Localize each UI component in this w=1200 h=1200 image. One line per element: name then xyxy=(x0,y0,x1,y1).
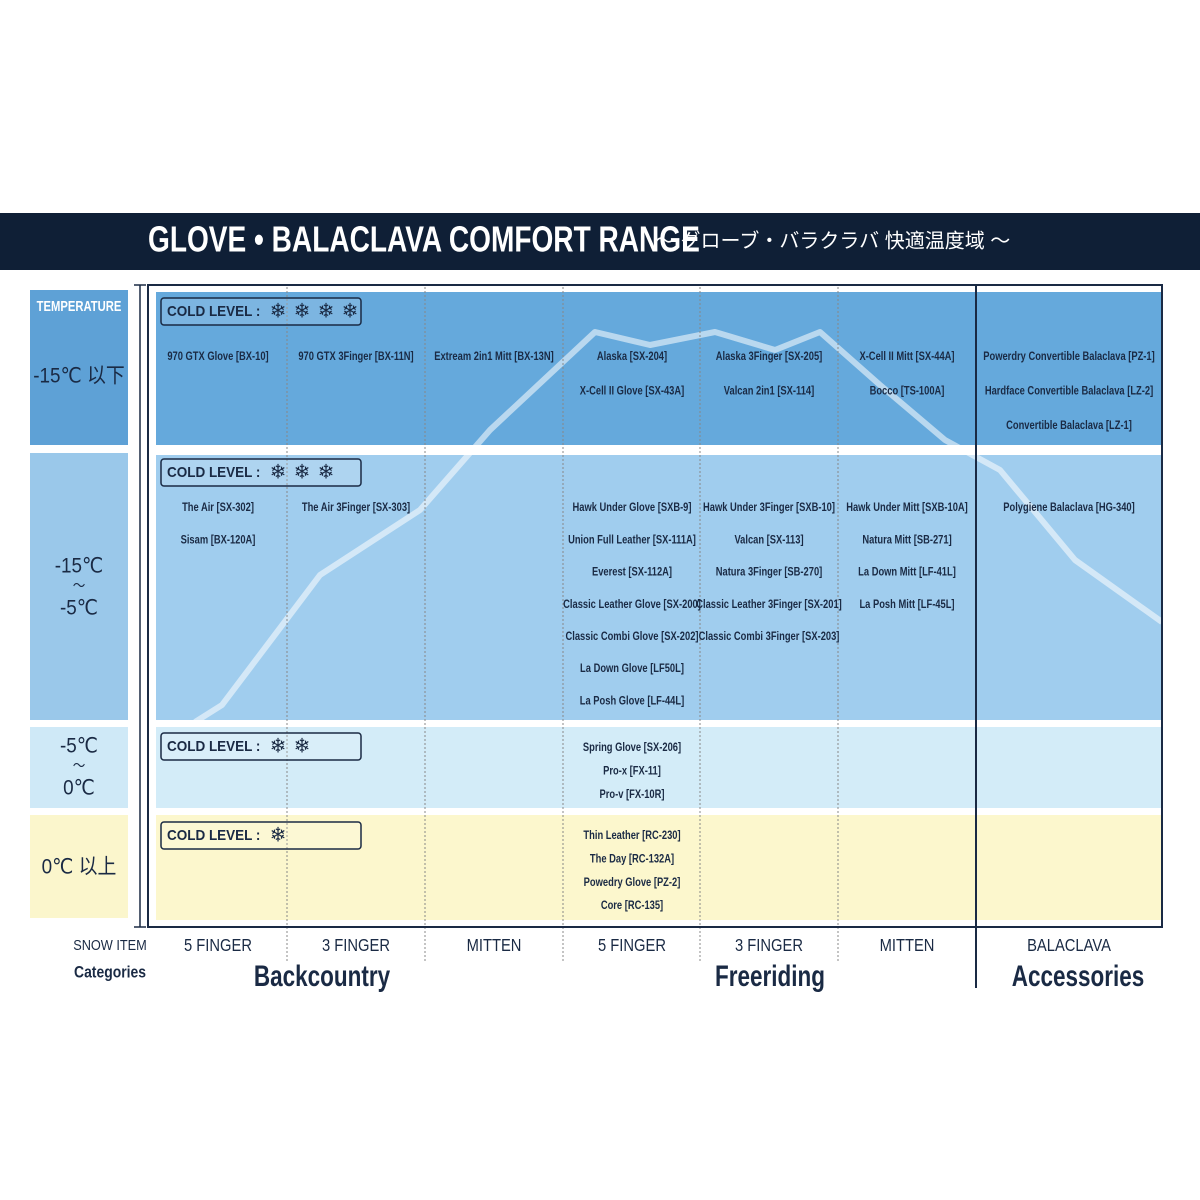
categories-label: Categories xyxy=(74,963,146,982)
item-name: Natura Mitt [SB-271] xyxy=(862,533,951,546)
item-name: Alaska 3Finger [SX-205] xyxy=(716,350,823,363)
cold-level-box xyxy=(160,297,362,326)
snow-item-label: SNOW ITEM xyxy=(73,936,147,953)
item-name: Classic Combi 3Finger [SX-203] xyxy=(699,630,840,643)
item-name: Sisam [BX-120A] xyxy=(181,533,256,546)
header-band xyxy=(0,213,1200,270)
item-name: Core [RC-135] xyxy=(601,899,663,912)
item-name: Hardface Convertible Balaclava [LZ-2] xyxy=(985,385,1153,398)
item-name: La Down Glove [LF50L] xyxy=(580,662,684,675)
item-name: Hawk Under 3Finger [SXB-10] xyxy=(703,501,835,514)
item-name: Alaska [SX-204] xyxy=(597,350,667,363)
cold-level-label: COLD LEVEL : xyxy=(167,827,260,844)
snowflake-rating: ❄ xyxy=(270,824,287,846)
item-name: Pro-v [FX-10R] xyxy=(600,788,665,801)
cold-level-label: COLD LEVEL : xyxy=(167,303,260,320)
row-background xyxy=(156,292,1162,445)
item-name: Powerdry Convertible Balaclava [PZ-1] xyxy=(983,350,1154,363)
temperature-label: TEMPERATURE xyxy=(37,297,122,314)
category: Backcountry xyxy=(254,959,390,993)
item-name: 970 GTX Glove [BX-10] xyxy=(167,350,268,363)
item-name: Hawk Under Glove [SXB-9] xyxy=(573,501,692,514)
comfort-curve xyxy=(193,329,1164,725)
category: Freeriding xyxy=(715,959,825,993)
snowflake: ❄ xyxy=(270,461,287,483)
snow-item: 5 FINGER xyxy=(184,935,252,955)
cold-level-label: COLD LEVEL : xyxy=(167,464,260,481)
item-name: Convertible Balaclava [LZ-1] xyxy=(1006,419,1132,432)
snowflake: ❄ xyxy=(318,300,335,322)
item-name: Valcan 2in1 [SX-114] xyxy=(724,385,814,398)
item-name: La Posh Glove [LF-44L] xyxy=(580,694,684,707)
row-background xyxy=(156,455,1162,720)
item-name: The Air 3Finger [SX-303] xyxy=(302,501,410,514)
snowflake: ❄ xyxy=(294,300,311,322)
cold-level-box xyxy=(160,821,362,850)
snowflake-rating: ❄ ❄ ❄ xyxy=(270,461,335,483)
row-label-background xyxy=(30,815,128,918)
snow-item: BALACLAVA xyxy=(1027,935,1111,955)
row-label: 0℃ xyxy=(63,777,95,800)
header-subtitle: ～ グローブ・バラクラバ 快適温度域 ～ xyxy=(655,228,1010,252)
snow-item: MITTEN xyxy=(880,935,935,955)
item-name: 970 GTX 3Finger [BX-11N] xyxy=(298,350,413,363)
header-title: GLOVE • BALACLAVA COMFORT RANGE xyxy=(148,219,700,259)
snowflake-rating: ❄ ❄ xyxy=(270,735,311,757)
item-name: La Posh Mitt [LF-45L] xyxy=(859,598,954,611)
snowflake-rating: ❄ ❄ ❄ ❄ xyxy=(270,300,359,322)
main-frame xyxy=(147,284,1163,928)
snowflake: ❄ xyxy=(294,461,311,483)
item-name: Union Full Leather [SX-111A] xyxy=(568,533,696,546)
row-label: ～ xyxy=(73,758,86,774)
row-label: ～ xyxy=(73,578,86,594)
grid xyxy=(134,284,1163,988)
item-name: Classic Combi Glove [SX-202] xyxy=(565,630,698,643)
item-name: Pro-x [FX-11] xyxy=(603,764,661,777)
row-label: -5℃ xyxy=(60,597,98,620)
item-name: Valcan [SX-113] xyxy=(734,533,803,546)
item-name: Classic Leather 3Finger [SX-201] xyxy=(696,598,842,611)
snowflake: ❄ xyxy=(294,735,311,757)
snow-item: MITTEN xyxy=(467,935,522,955)
row-label: -5℃ xyxy=(60,735,98,758)
item-name: Classic Leather Glove [SX-200] xyxy=(563,598,701,611)
item-name: X-Cell II Mitt [SX-44A] xyxy=(859,350,954,363)
snow-item: 5 FINGER xyxy=(598,935,666,955)
rows-background xyxy=(30,290,1162,920)
row-label: -15℃ 以下 xyxy=(33,365,125,388)
snow-item: 3 FINGER xyxy=(322,935,390,955)
row-background xyxy=(156,727,1162,808)
item-name: Spring Glove [SX-206] xyxy=(583,741,681,754)
snow-item: 3 FINGER xyxy=(735,935,803,955)
snowflake: ❄ xyxy=(270,300,287,322)
item-name: The Air [SX-302] xyxy=(182,501,254,514)
snowflake: ❄ xyxy=(270,735,287,757)
item-name: Everest [SX-112A] xyxy=(592,566,672,579)
row-label: 0℃ 以上 xyxy=(42,855,117,879)
row-label: -15℃ xyxy=(55,555,104,578)
row-label-background xyxy=(30,453,128,720)
cold-level-label: COLD LEVEL : xyxy=(167,738,260,755)
category: Accessories xyxy=(1012,959,1145,993)
content: GLOVE • BALACLAVA COMFORT RANGE～ グローブ・バラ… xyxy=(33,219,1155,993)
item-name: Bocco [TS-100A] xyxy=(870,385,945,398)
row-label-background xyxy=(30,727,128,808)
row-background xyxy=(156,815,1162,920)
snowflake: ❄ xyxy=(342,300,359,322)
item-name: X-Cell II Glove [SX-43A] xyxy=(580,385,684,398)
snowflake: ❄ xyxy=(270,824,287,846)
item-name: Hawk Under Mitt [SXB-10A] xyxy=(846,501,968,514)
row-label-background xyxy=(30,290,128,445)
item-name: Thin Leather [RC-230] xyxy=(583,829,680,842)
item-name: Extream 2in1 Mitt [BX-13N] xyxy=(434,350,554,363)
item-name: Natura 3Finger [SB-270] xyxy=(716,566,823,579)
snowflake: ❄ xyxy=(318,461,335,483)
cold-level-box xyxy=(160,732,362,761)
item-name: Powedry Glove [PZ-2] xyxy=(584,876,681,889)
item-name: Polygiene Balaclava [HG-340] xyxy=(1003,501,1134,514)
item-name: The Day [RC-132A] xyxy=(590,852,674,865)
item-name: La Down Mitt [LF-41L] xyxy=(858,566,956,579)
cold-level-box xyxy=(160,458,362,487)
